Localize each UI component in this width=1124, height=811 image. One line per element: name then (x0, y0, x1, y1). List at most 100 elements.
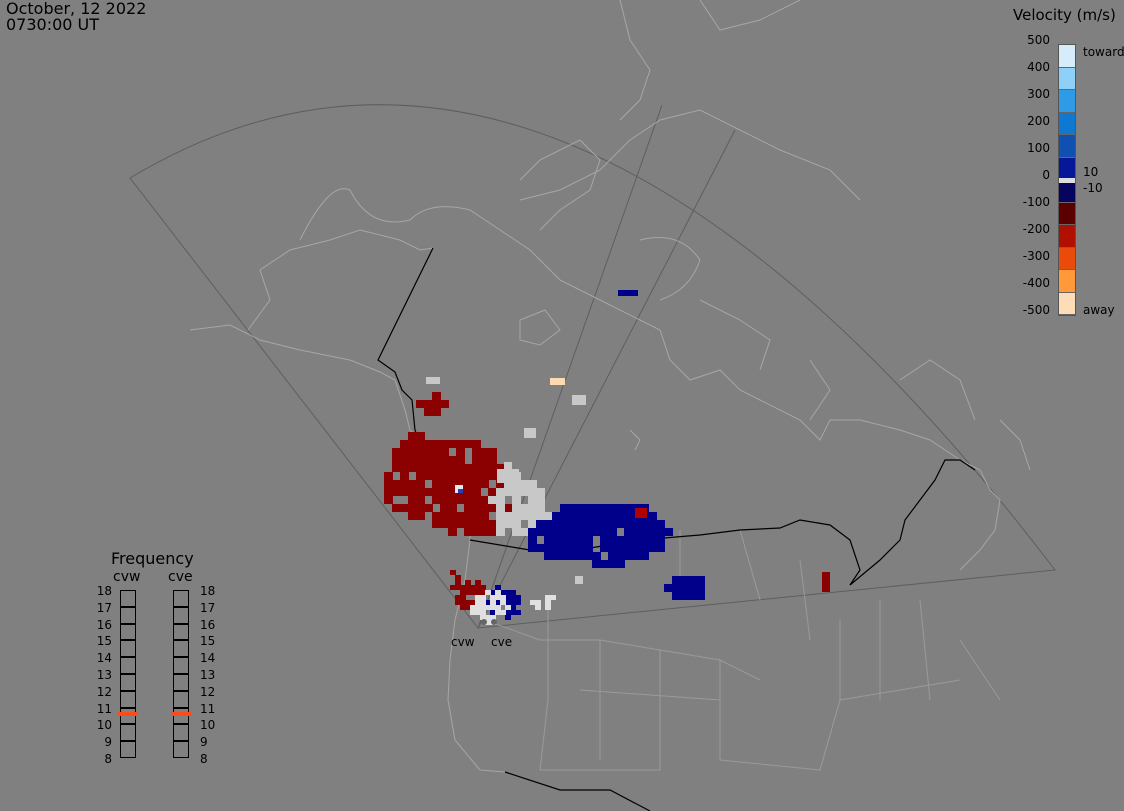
velocity-cell (696, 576, 705, 584)
velocity-cell (608, 552, 617, 560)
colorbar-pos-label: 10 (1083, 165, 1099, 179)
frequency-level-label: 13 (96, 668, 112, 682)
velocity-cell (584, 520, 593, 528)
velocity-cell (455, 575, 461, 580)
velocity-cell (616, 560, 625, 568)
velocity-cell (680, 584, 689, 592)
velocity-cell (480, 590, 486, 595)
velocity-cell (500, 590, 506, 595)
velocity-cell (575, 576, 583, 584)
frequency-cell (173, 623, 189, 641)
velocity-cell (568, 520, 577, 528)
velocity-cell (458, 489, 463, 493)
velocity-cell (432, 512, 441, 520)
velocity-cell (515, 595, 521, 600)
colorbar-segment (1059, 67, 1075, 90)
velocity-cell (656, 536, 665, 544)
velocity-cell (408, 512, 417, 520)
velocity-cell (472, 496, 481, 504)
velocity-cell (495, 600, 501, 605)
velocity-cell (510, 605, 516, 610)
colorbar-segment (1059, 270, 1075, 293)
colorbar-tick-label: 0 (1042, 168, 1050, 182)
velocity-cell (515, 610, 521, 615)
velocity-cell (472, 464, 481, 472)
velocity-cell (535, 600, 541, 605)
velocity-cell (640, 520, 649, 528)
velocity-cell (456, 448, 465, 456)
velocity-cell (672, 576, 681, 584)
velocity-cell (550, 378, 565, 385)
velocity-cell (384, 480, 393, 488)
velocity-cell (576, 544, 585, 552)
frequency-level-label: 10 (96, 718, 112, 733)
velocity-cell (416, 512, 425, 520)
velocity-cell (536, 496, 545, 504)
velocity-cell (472, 520, 481, 528)
velocity-cell (510, 610, 516, 615)
velocity-cell (616, 536, 625, 544)
velocity-cell (432, 520, 441, 528)
velocity-cell (616, 552, 625, 560)
velocity-cell (408, 464, 417, 472)
velocity-cell (504, 480, 513, 488)
frequency-level-label: 17 (200, 600, 216, 615)
velocity-cell (416, 440, 425, 448)
frequency-cell (173, 741, 189, 758)
colorbar-tick-label: -400 (1022, 276, 1050, 290)
velocity-cell (640, 544, 649, 552)
velocity-cell (495, 605, 501, 610)
velocity-cell (440, 448, 449, 456)
velocity-cell (510, 590, 516, 595)
velocity-cell (520, 512, 529, 520)
velocity-cell (576, 520, 585, 528)
velocity-cell (470, 590, 476, 595)
velocity-cell (568, 512, 577, 520)
velocity-cell (472, 448, 481, 456)
radar-label-cve: cve (491, 635, 513, 649)
velocity-cell (536, 528, 545, 536)
velocity-cell (600, 512, 609, 520)
velocity-cell (460, 600, 466, 605)
velocity-cell (528, 480, 537, 488)
velocity-cell (512, 528, 521, 536)
velocity-cell (608, 560, 617, 568)
velocity-colorbar (1058, 44, 1076, 316)
velocity-cell (495, 590, 501, 595)
velocity-cell (560, 512, 569, 520)
velocity-cell (475, 605, 481, 610)
velocity-cell (490, 615, 496, 620)
velocity-cell (470, 605, 476, 610)
velocity-cell (465, 590, 471, 595)
velocity-cell (472, 472, 481, 480)
velocity-cell (485, 600, 491, 605)
velocity-cell (608, 520, 617, 528)
velocity-cell (408, 488, 417, 496)
velocity-cell (490, 600, 496, 605)
colorbar-tick-label: 100 (1027, 141, 1050, 155)
velocity-cell (432, 496, 441, 504)
velocity-cell (448, 456, 457, 464)
velocity-cell (568, 552, 577, 560)
velocity-cell (500, 610, 506, 615)
velocity-cell (460, 605, 466, 610)
velocity-cell (392, 480, 401, 488)
velocity-cell (664, 528, 673, 536)
velocity-cell (672, 592, 681, 600)
velocity-cell (424, 456, 433, 464)
velocity-cell (485, 620, 491, 625)
velocity-cell (488, 472, 497, 480)
velocity-cell (656, 520, 665, 528)
velocity-cell (632, 520, 641, 528)
velocity-cell (608, 528, 617, 536)
velocity-cell (488, 520, 497, 528)
frequency-cell (120, 741, 136, 758)
velocity-cell (584, 536, 593, 544)
velocity-cell (470, 585, 476, 590)
velocity-cell (495, 610, 501, 615)
velocity-cell (608, 512, 617, 520)
velocity-cell (424, 448, 433, 456)
velocity-cell (424, 400, 433, 408)
radar-site-marker (491, 619, 497, 625)
colorbar-title: Velocity (m/s) (1013, 6, 1116, 24)
